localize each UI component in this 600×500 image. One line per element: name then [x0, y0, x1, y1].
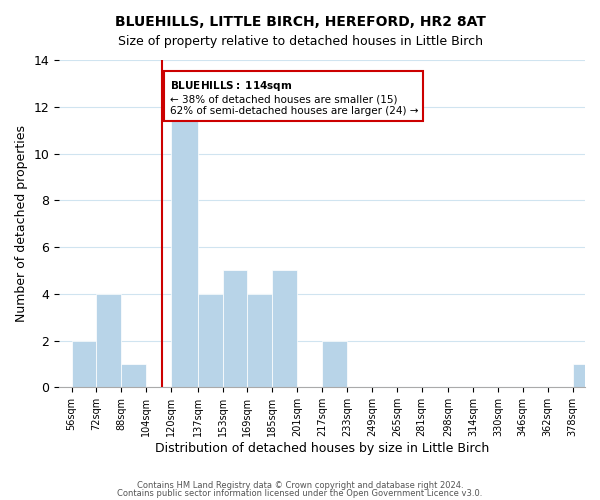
Bar: [572, 364, 598, 388]
Bar: [223, 270, 247, 388]
Bar: [247, 294, 272, 388]
Text: $\bf{BLUEHILLS:\ 114sqm}$
← 38% of detached houses are smaller (15)
62% of semi-: $\bf{BLUEHILLS:\ 114sqm}$ ← 38% of detac…: [170, 78, 418, 116]
Bar: [171, 107, 197, 388]
Text: Size of property relative to detached houses in Little Birch: Size of property relative to detached ho…: [118, 35, 482, 48]
Bar: [322, 340, 347, 388]
Bar: [121, 364, 146, 388]
Text: Contains public sector information licensed under the Open Government Licence v3: Contains public sector information licen…: [118, 488, 482, 498]
Bar: [272, 270, 297, 388]
Text: BLUEHILLS, LITTLE BIRCH, HEREFORD, HR2 8AT: BLUEHILLS, LITTLE BIRCH, HEREFORD, HR2 8…: [115, 15, 485, 29]
Bar: [97, 294, 121, 388]
Bar: [197, 294, 223, 388]
Y-axis label: Number of detached properties: Number of detached properties: [15, 125, 28, 322]
Text: Contains HM Land Registry data © Crown copyright and database right 2024.: Contains HM Land Registry data © Crown c…: [137, 481, 463, 490]
X-axis label: Distribution of detached houses by size in Little Birch: Distribution of detached houses by size …: [155, 442, 489, 455]
Bar: [71, 340, 97, 388]
